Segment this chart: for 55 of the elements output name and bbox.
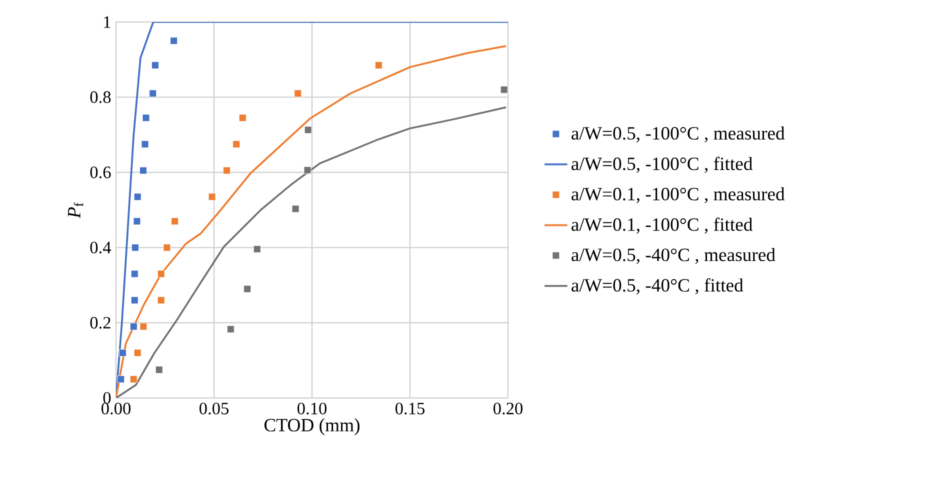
point: [133, 218, 141, 225]
point: [140, 322, 148, 330]
point: [500, 86, 508, 94]
point: [223, 166, 230, 174]
point: [140, 166, 147, 174]
legend-label: a/W=0.5, -100°C , fitted: [572, 156, 753, 173]
point: [141, 140, 149, 148]
point: [157, 270, 165, 278]
point: [292, 205, 300, 213]
point: [253, 245, 261, 253]
point: [130, 296, 138, 304]
point: [244, 285, 251, 293]
point: [134, 193, 142, 200]
point: [238, 114, 246, 122]
point: [304, 166, 312, 174]
y-tick-label: 0.6: [90, 166, 111, 178]
x-tick-label: 0.00: [102, 402, 131, 414]
point: [155, 366, 163, 374]
line-series: [116, 106, 507, 398]
legend-label: a/W=0.5, -100°C , measured: [572, 126, 785, 142]
point: [294, 90, 302, 98]
point: [130, 376, 138, 383]
point: [163, 244, 171, 252]
x-tick-label: 0.20: [494, 402, 523, 414]
point: [134, 349, 142, 357]
y-tick-label: 0.4: [90, 242, 112, 254]
x-axis-title: CTOD (mm): [264, 418, 360, 436]
point: [170, 37, 178, 44]
point: [304, 126, 312, 134]
point: [157, 296, 165, 304]
point: [132, 244, 139, 252]
y-tick-label: 0.8: [90, 91, 111, 104]
point: [152, 62, 159, 69]
legend-label: a/W=0.5, -40°C , fitted: [572, 278, 744, 294]
y-tick-label: 0.2: [90, 316, 110, 329]
point: [149, 90, 157, 98]
x-tick-label: 0.05: [200, 402, 228, 414]
legend-label: a/W=0.1, -100°C , fitted: [572, 218, 753, 234]
y-axis-title: P$_{f}$: [68, 202, 84, 218]
legend-label: a/W=0.1, -100°C , measured: [572, 187, 785, 204]
point: [117, 376, 125, 383]
point: [227, 326, 234, 333]
legend-label: a/W=0.5, -40°C , measured: [572, 248, 776, 264]
y-tick-label: 1: [104, 16, 110, 28]
point: [130, 270, 138, 278]
x-tick-label: 0.10: [298, 402, 327, 414]
point: [374, 62, 382, 69]
point: [130, 322, 138, 330]
point: [142, 114, 150, 122]
point: [119, 349, 126, 357]
point: [171, 218, 178, 225]
y-tick-label: 0: [103, 392, 111, 404]
x-tick-label: 0.15: [396, 402, 424, 414]
point: [232, 140, 240, 148]
point: [208, 193, 216, 200]
